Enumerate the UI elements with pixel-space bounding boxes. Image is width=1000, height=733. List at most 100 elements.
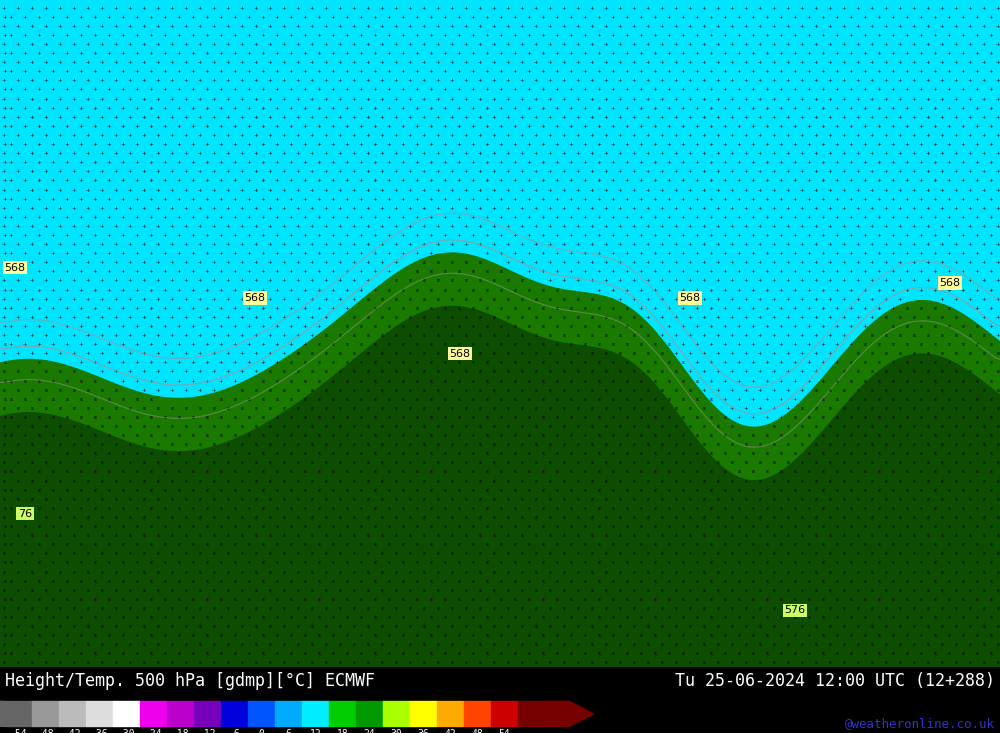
Text: ε: ε: [891, 452, 895, 456]
Text: +: +: [219, 306, 223, 311]
Text: +: +: [478, 42, 482, 47]
Text: ε: ε: [947, 597, 951, 602]
Text: +: +: [415, 196, 419, 202]
Bar: [113, 701, 140, 726]
Text: +: +: [366, 188, 370, 193]
Text: ε: ε: [961, 415, 965, 420]
Text: +: +: [429, 51, 433, 56]
Text: +: +: [149, 378, 153, 383]
Text: +: +: [443, 233, 447, 238]
Text: +: +: [114, 315, 118, 320]
Text: +: +: [898, 97, 902, 102]
Text: +: +: [709, 324, 713, 329]
Text: +: +: [821, 15, 825, 20]
Text: +: +: [905, 69, 909, 74]
Text: ε: ε: [471, 415, 475, 420]
Text: +: +: [37, 324, 41, 329]
Text: ε: ε: [44, 442, 48, 447]
Text: ε: ε: [961, 469, 965, 474]
Text: ε: ε: [870, 460, 874, 465]
Text: +: +: [765, 287, 769, 292]
Text: ε: ε: [590, 406, 594, 410]
Text: +: +: [254, 188, 258, 193]
Text: +: +: [37, 106, 41, 111]
Text: ε: ε: [457, 397, 461, 402]
Text: +: +: [345, 161, 349, 165]
Text: ε: ε: [576, 315, 580, 320]
Text: ε: ε: [9, 506, 13, 511]
Text: +: +: [926, 260, 930, 265]
Bar: [518, 701, 545, 726]
Text: ε: ε: [730, 624, 734, 629]
Text: +: +: [79, 269, 83, 274]
Text: +: +: [450, 42, 454, 47]
Text: ε: ε: [772, 606, 776, 611]
Text: +: +: [653, 106, 657, 111]
Text: +: +: [464, 133, 468, 138]
Text: ε: ε: [513, 487, 517, 493]
Text: ε: ε: [415, 506, 419, 511]
Text: +: +: [289, 342, 293, 347]
Text: +: +: [555, 178, 559, 183]
Text: +: +: [632, 97, 636, 102]
Text: ε: ε: [394, 551, 398, 556]
Text: ε: ε: [366, 442, 370, 447]
Text: +: +: [520, 169, 524, 174]
Text: ε: ε: [303, 578, 307, 583]
Text: +: +: [590, 188, 594, 193]
Text: +: +: [534, 224, 538, 229]
Text: ε: ε: [79, 633, 83, 638]
Text: ε: ε: [492, 588, 496, 593]
Text: +: +: [100, 188, 104, 193]
Text: ε: ε: [65, 542, 69, 548]
Text: ε: ε: [492, 388, 496, 393]
Text: +: +: [387, 251, 391, 256]
Text: ε: ε: [793, 578, 797, 583]
Text: +: +: [527, 215, 531, 220]
Text: +: +: [891, 306, 895, 311]
Text: +: +: [940, 151, 944, 156]
Text: +: +: [282, 260, 286, 265]
Text: ε: ε: [765, 506, 769, 511]
Text: +: +: [184, 60, 188, 65]
Text: ε: ε: [842, 479, 846, 484]
Text: +: +: [723, 69, 727, 74]
Text: +: +: [604, 279, 608, 284]
Text: ε: ε: [443, 378, 447, 383]
Text: +: +: [9, 106, 13, 111]
Text: +: +: [44, 115, 48, 119]
Text: +: +: [940, 6, 944, 10]
Text: ε: ε: [44, 515, 48, 520]
Text: ε: ε: [849, 652, 853, 656]
Text: ε: ε: [429, 433, 433, 438]
Text: +: +: [65, 233, 69, 238]
Text: ε: ε: [765, 452, 769, 456]
Text: ε: ε: [107, 524, 111, 529]
Text: +: +: [597, 51, 601, 56]
Text: ε: ε: [44, 369, 48, 375]
Text: +: +: [177, 196, 181, 202]
Text: +: +: [632, 169, 636, 174]
Text: ε: ε: [632, 442, 636, 447]
Text: +: +: [72, 242, 76, 247]
Text: +: +: [58, 169, 62, 174]
Text: +: +: [653, 161, 657, 165]
Text: +: +: [240, 369, 244, 375]
Text: +: +: [261, 233, 265, 238]
Text: ε: ε: [366, 533, 370, 538]
Text: ε: ε: [261, 524, 265, 529]
Text: ε: ε: [499, 433, 503, 438]
Text: ε: ε: [23, 597, 27, 602]
Text: ε: ε: [422, 406, 426, 410]
Text: ε: ε: [443, 452, 447, 456]
Text: ε: ε: [289, 433, 293, 438]
Text: +: +: [772, 6, 776, 10]
Text: ε: ε: [639, 506, 643, 511]
Text: ε: ε: [184, 460, 188, 465]
Text: ε: ε: [226, 551, 230, 556]
Text: ε: ε: [23, 415, 27, 420]
Text: +: +: [702, 169, 706, 174]
Text: +: +: [254, 97, 258, 102]
Text: +: +: [65, 251, 69, 256]
Text: ε: ε: [940, 369, 944, 375]
